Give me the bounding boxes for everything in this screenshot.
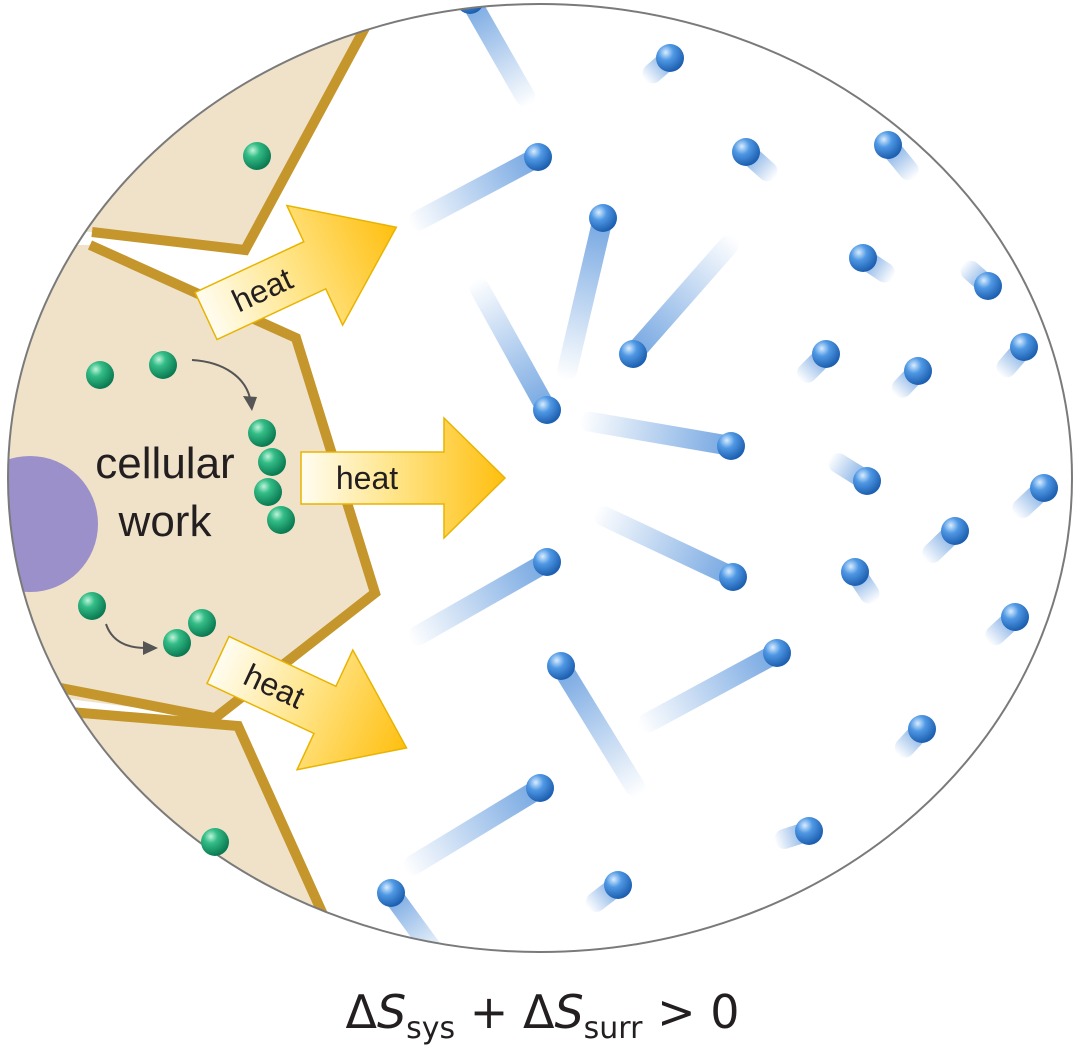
blue-particle — [908, 715, 936, 743]
green-particle — [163, 629, 191, 657]
blue-particle — [732, 138, 760, 166]
surr-subscript: surr — [583, 1011, 643, 1046]
cellular-work-label-line1: cellular — [95, 439, 234, 488]
green-particles — [78, 142, 295, 856]
motion-trail — [579, 411, 732, 455]
motion-trail — [594, 506, 734, 583]
blue-particle — [656, 44, 684, 72]
blue-particle — [589, 204, 617, 232]
motion-trail — [556, 664, 645, 797]
blue-particle — [853, 467, 881, 495]
blue-particle — [547, 652, 575, 680]
motion-trail — [408, 151, 540, 231]
heat-arrow-middle-shape — [300, 416, 507, 540]
green-particle — [188, 609, 216, 637]
reaction-arrows — [105, 359, 257, 655]
motion-trail — [629, 235, 739, 357]
green-particle — [267, 506, 295, 534]
green-particle — [78, 592, 106, 620]
blue-particle — [904, 357, 932, 385]
motion-trail — [557, 217, 611, 381]
heat-arrow-top-shape — [194, 204, 398, 341]
green-particle — [149, 351, 177, 379]
delta-symbol: Δ — [345, 985, 377, 1039]
green-particle — [86, 361, 114, 389]
entropy-equation: ΔSsys + ΔSsurr > 0 — [0, 982, 1085, 1044]
blue-particle — [533, 396, 561, 424]
blue-particle — [717, 432, 745, 460]
motion-trail — [469, 278, 553, 412]
blue-particle — [849, 244, 877, 272]
blue-particle — [604, 871, 632, 899]
blue-particle — [974, 272, 1002, 300]
blue-particle — [524, 143, 552, 171]
arrowhead-icon — [243, 396, 257, 411]
blue-particle — [795, 817, 823, 845]
heat-arrow-middle: heat — [300, 416, 507, 540]
blue-particle — [841, 558, 869, 586]
entropy-symbol: S — [376, 985, 407, 1039]
upper-cell-membrane — [91, 4, 385, 256]
system-boundary — [7, 3, 1073, 953]
blue-particle — [1001, 603, 1029, 631]
blue-particle — [812, 340, 840, 368]
nucleus — [8, 456, 98, 592]
green-particle — [201, 828, 229, 856]
green-particle — [254, 478, 282, 506]
green-particle — [248, 419, 276, 447]
curved-arrow-icon — [191, 359, 251, 399]
blue-particle — [763, 639, 791, 667]
curved-arrow-icon — [105, 623, 146, 649]
entropy-symbol: S — [554, 985, 584, 1039]
heat-arrow-bottom-shape — [206, 635, 408, 771]
green-particle — [243, 142, 271, 170]
blue-particle — [719, 563, 747, 591]
sys-subscript: sys — [406, 1011, 456, 1046]
zero-value: 0 — [710, 985, 740, 1039]
delta-symbol: Δ — [522, 985, 555, 1039]
heat-label-middle: heat — [336, 460, 398, 496]
blue-particle — [1010, 333, 1038, 361]
lower-cell-membrane — [69, 707, 335, 933]
green-particle — [258, 448, 286, 476]
blue-particle — [619, 340, 647, 368]
blue-particle — [941, 517, 969, 545]
motion-trail — [403, 783, 542, 875]
greater-than-sign: > — [657, 985, 696, 1039]
plus-sign: + — [469, 985, 509, 1039]
blue-particle — [377, 879, 405, 907]
blue-particle — [874, 131, 902, 159]
cellular-work-label-line2: work — [118, 497, 213, 546]
motion-trail — [408, 556, 549, 646]
blue-particles — [377, 4, 1058, 952]
blue-particle — [533, 548, 561, 576]
arrowhead-icon — [143, 641, 158, 655]
motion-trail — [464, 4, 536, 107]
blue-particle — [1030, 474, 1058, 502]
motion-trail — [638, 647, 779, 733]
blue-particle — [526, 774, 554, 802]
